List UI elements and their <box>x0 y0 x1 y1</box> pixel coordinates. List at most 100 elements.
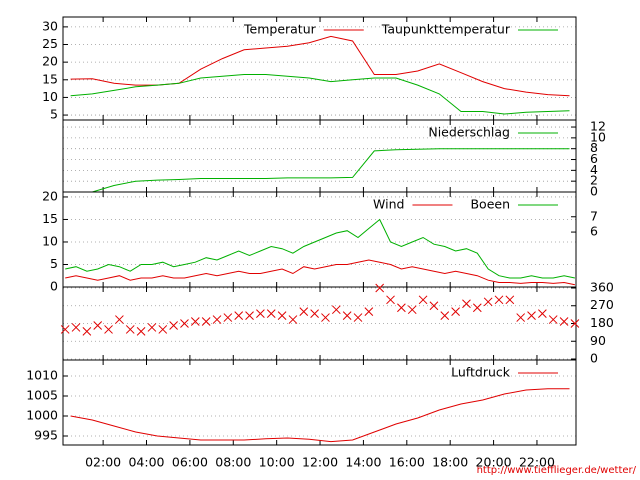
y2-tick-label: 90 <box>590 333 606 348</box>
y-tick-label: 20 <box>42 188 58 203</box>
direction-marker <box>115 315 124 324</box>
direction-marker <box>223 313 233 322</box>
y-tick-label: 10 <box>42 233 58 248</box>
y2-tick-label: 6 <box>590 224 598 239</box>
legend-label: Luftdruck <box>451 365 511 380</box>
direction-marker <box>266 309 276 318</box>
series-line <box>70 148 570 193</box>
x-tick-label: 04:00 <box>128 455 164 470</box>
y2-tick-label: 2 <box>590 173 598 188</box>
panel-frame <box>62 359 577 446</box>
x-tick-label: 02:00 <box>85 455 121 470</box>
direction-marker <box>397 303 406 313</box>
direction-marker <box>386 295 395 305</box>
direction-marker <box>299 307 309 317</box>
y-tick-label: 1010 <box>26 368 58 383</box>
y-tick-label: 5 <box>50 256 58 271</box>
y-tick-label: 30 <box>42 18 58 33</box>
legend-label: Niederschlag <box>428 125 510 140</box>
y-tick-label: 0 <box>50 279 58 294</box>
legend-label: Boeen <box>470 197 510 212</box>
x-tick-label: 18:00 <box>432 455 468 470</box>
y-tick-label: 1005 <box>26 388 58 403</box>
direction-marker <box>440 311 450 320</box>
y-tick-label: 20 <box>42 54 58 69</box>
series-line <box>70 35 570 97</box>
y2-tick-label: 10 <box>590 129 606 144</box>
direction-marker <box>180 319 189 328</box>
direction-marker <box>288 315 298 324</box>
direction-marker <box>472 303 482 313</box>
direction-marker <box>483 297 493 307</box>
x-tick-label: 06:00 <box>172 455 208 470</box>
direction-marker <box>104 325 113 334</box>
y-tick-label: 15 <box>42 71 58 86</box>
direction-marker <box>418 295 428 305</box>
x-tick-label: 16:00 <box>389 455 425 470</box>
direction-marker <box>82 327 92 336</box>
direction-marker <box>364 307 374 317</box>
legend-label: Taupunkttemperatur <box>381 22 511 37</box>
direction-marker <box>212 315 222 324</box>
x-tick-label: 12:00 <box>302 455 338 470</box>
direction-marker <box>375 283 385 293</box>
x-tick-label: 08:00 <box>215 455 251 470</box>
direction-marker <box>527 311 536 320</box>
direction-marker <box>245 311 254 320</box>
y-tick-label: 15 <box>42 211 58 226</box>
x-tick-label: 20:00 <box>476 455 512 470</box>
direction-marker <box>158 325 168 334</box>
direction-marker <box>277 311 287 320</box>
direction-marker <box>190 317 200 326</box>
direction-marker <box>494 295 504 305</box>
y-tick-label: 5 <box>50 107 58 122</box>
direction-marker <box>310 309 319 318</box>
y2-tick-label: 180 <box>590 315 614 330</box>
y-tick-label: 1000 <box>26 408 58 423</box>
direction-marker <box>516 313 526 322</box>
y2-tick-label: 12 <box>590 119 606 134</box>
direction-marker <box>407 305 417 315</box>
direction-marker <box>559 317 569 326</box>
direction-marker <box>451 307 460 317</box>
direction-marker <box>570 319 580 328</box>
legend-label: Temperatur <box>243 22 317 37</box>
direction-marker <box>125 325 135 334</box>
y-tick-label: 10 <box>42 89 58 104</box>
series-line <box>70 388 570 443</box>
x-tick-label: 10:00 <box>259 455 295 470</box>
y-tick-label: 25 <box>42 36 58 51</box>
series-line <box>65 259 575 286</box>
series-line <box>65 218 576 279</box>
direction-marker <box>321 313 330 322</box>
y2-tick-label: 8 <box>590 140 598 155</box>
direction-marker <box>505 295 515 305</box>
direction-marker <box>462 299 471 309</box>
y2-tick-label: 7 <box>590 208 598 223</box>
y2-tick-label: 6 <box>590 151 598 166</box>
direction-marker <box>538 309 547 318</box>
direction-marker <box>342 311 352 320</box>
direction-marker <box>60 325 70 334</box>
y2-tick-label: 4 <box>590 162 598 177</box>
direction-marker <box>71 323 81 332</box>
x-tick-label: 14:00 <box>345 455 381 470</box>
direction-marker <box>331 305 341 315</box>
direction-marker <box>353 313 363 322</box>
y2-tick-label: 270 <box>590 297 614 312</box>
direction-marker <box>169 321 178 330</box>
direction-marker <box>201 317 211 326</box>
direction-marker <box>429 301 439 311</box>
direction-marker <box>93 321 103 330</box>
y2-tick-label: 0 <box>590 184 598 199</box>
y2-tick-label: 0 <box>590 351 598 366</box>
y2-tick-label: 360 <box>590 279 614 294</box>
direction-marker <box>136 327 146 336</box>
y-tick-label: 995 <box>34 428 58 443</box>
legend-label: Wind <box>373 197 404 212</box>
footer-link: http://www.tiefflieger.de/wetter/ <box>477 465 637 476</box>
direction-marker <box>147 323 157 332</box>
x-tick-label: 22:00 <box>519 455 555 470</box>
direction-marker <box>234 311 244 320</box>
